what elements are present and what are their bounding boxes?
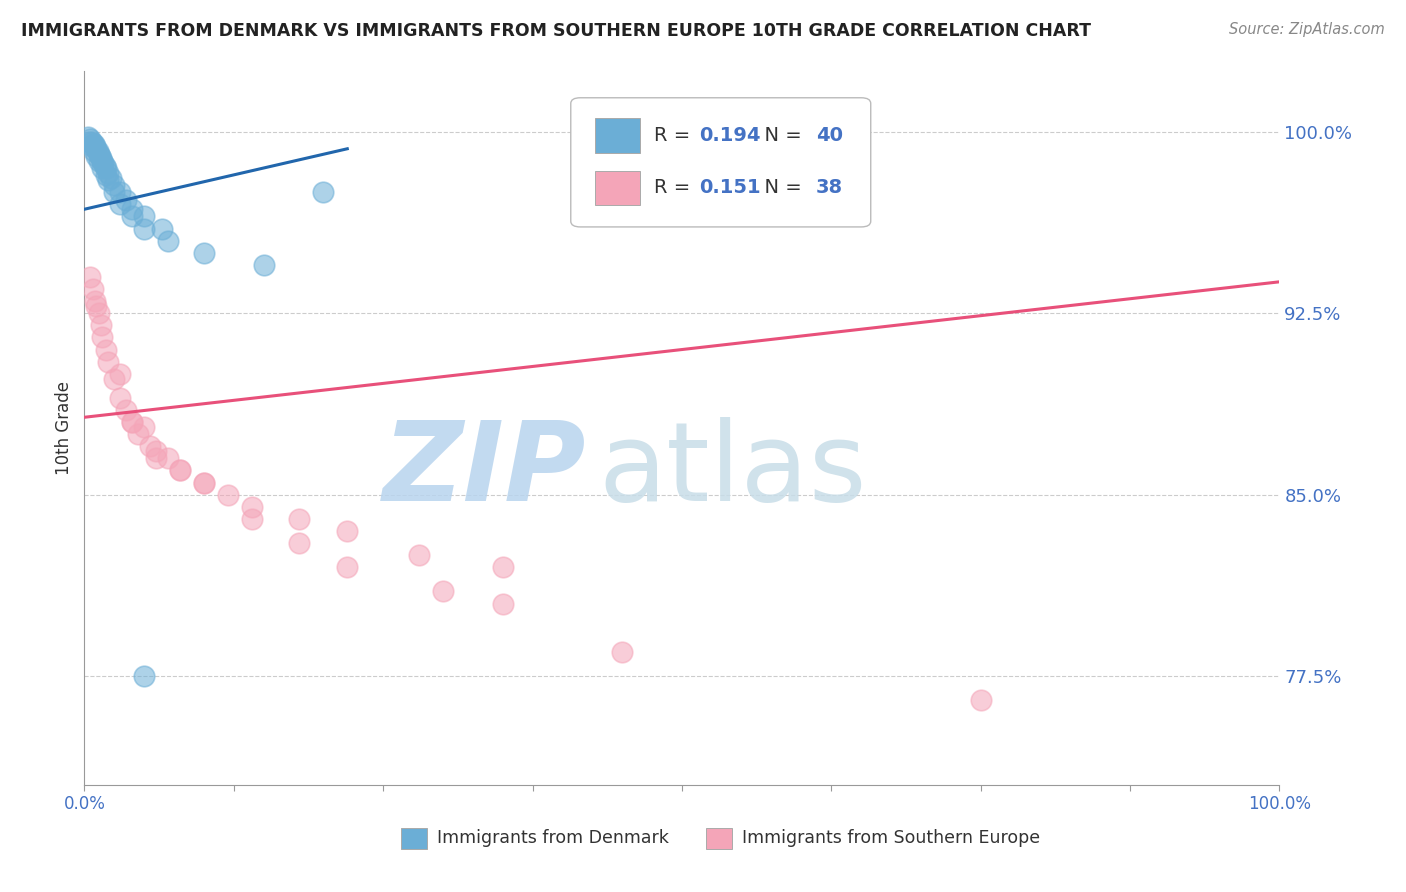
Point (86, 142, 108, 156)
Point (115, 403, 138, 417)
Point (288, 512, 311, 526)
Point (157, 451, 180, 466)
FancyBboxPatch shape (706, 828, 733, 849)
Point (432, 584, 454, 599)
Point (121, 202, 143, 217)
FancyBboxPatch shape (401, 828, 427, 849)
Point (312, 186, 335, 200)
Text: N =: N = (752, 178, 808, 197)
Point (79, 270, 101, 285)
Point (103, 178, 125, 192)
Point (408, 548, 430, 562)
Text: 40: 40 (815, 126, 842, 145)
Point (93, 159, 115, 173)
Point (115, 193, 138, 207)
Point (87, 153, 110, 168)
Point (90, 152, 112, 166)
Point (97, 354, 120, 368)
Point (103, 371, 125, 385)
Text: ZIP: ZIP (382, 417, 586, 524)
Point (80, 135, 103, 149)
Text: Source: ZipAtlas.com: Source: ZipAtlas.com (1229, 22, 1385, 37)
Point (150, 221, 173, 235)
Point (94, 161, 117, 175)
Point (83, 136, 105, 151)
Text: N =: N = (752, 126, 808, 145)
Point (169, 463, 191, 477)
Point (83, 144, 105, 158)
Text: IMMIGRANTS FROM DENMARK VS IMMIGRANTS FROM SOUTHERN EUROPE 10TH GRADE CORRELATIO: IMMIGRANTS FROM DENMARK VS IMMIGRANTS FR… (21, 22, 1091, 40)
Point (110, 197, 132, 211)
Point (84, 294, 107, 309)
Point (82, 282, 104, 296)
Point (193, 475, 215, 490)
Point (86, 144, 108, 158)
Point (87, 146, 110, 161)
Point (157, 234, 180, 248)
Point (82, 136, 104, 151)
Point (288, 536, 311, 550)
Point (93, 156, 115, 170)
Point (94, 169, 117, 183)
Text: 0.194: 0.194 (699, 126, 761, 145)
Point (240, 512, 263, 526)
FancyBboxPatch shape (571, 98, 870, 227)
Point (970, 693, 993, 707)
Point (86, 149, 108, 163)
Point (121, 415, 143, 429)
Point (100, 170, 122, 185)
Point (336, 560, 359, 574)
Point (87, 306, 110, 320)
Point (94, 343, 117, 357)
Point (132, 669, 156, 683)
Point (121, 210, 143, 224)
Point (132, 221, 156, 235)
Point (77, 135, 100, 149)
Point (145, 451, 167, 466)
Point (97, 166, 120, 180)
Point (91, 153, 114, 168)
Point (84, 139, 107, 153)
Text: 38: 38 (815, 178, 842, 197)
FancyBboxPatch shape (595, 170, 640, 205)
Point (217, 488, 239, 502)
Text: Immigrants from Southern Europe: Immigrants from Southern Europe (742, 830, 1040, 847)
Point (253, 258, 276, 272)
Point (86, 299, 108, 313)
Point (193, 245, 215, 260)
Point (97, 173, 120, 187)
Point (145, 444, 167, 458)
Point (492, 597, 515, 611)
Text: R =: R = (654, 178, 697, 197)
Point (612, 645, 634, 659)
Text: R =: R = (654, 126, 697, 145)
Point (139, 439, 162, 453)
Point (91, 161, 114, 175)
Point (121, 415, 143, 429)
Point (193, 475, 215, 490)
Text: Immigrants from Denmark: Immigrants from Denmark (437, 830, 669, 847)
Point (132, 210, 156, 224)
Point (127, 427, 149, 442)
Point (103, 186, 125, 200)
Text: atlas: atlas (599, 417, 866, 524)
Text: 0.151: 0.151 (699, 178, 761, 197)
Point (110, 186, 132, 200)
Point (91, 330, 114, 344)
Point (492, 560, 515, 574)
Point (89, 149, 111, 163)
Point (169, 463, 191, 477)
Point (336, 524, 359, 538)
Point (132, 420, 156, 434)
Point (90, 318, 112, 333)
Point (79, 132, 101, 146)
Y-axis label: 10th Grade: 10th Grade (55, 381, 73, 475)
Point (240, 500, 263, 514)
Point (77, 129, 100, 144)
FancyBboxPatch shape (595, 119, 640, 153)
Point (80, 139, 103, 153)
Point (110, 367, 132, 381)
Point (110, 391, 132, 405)
